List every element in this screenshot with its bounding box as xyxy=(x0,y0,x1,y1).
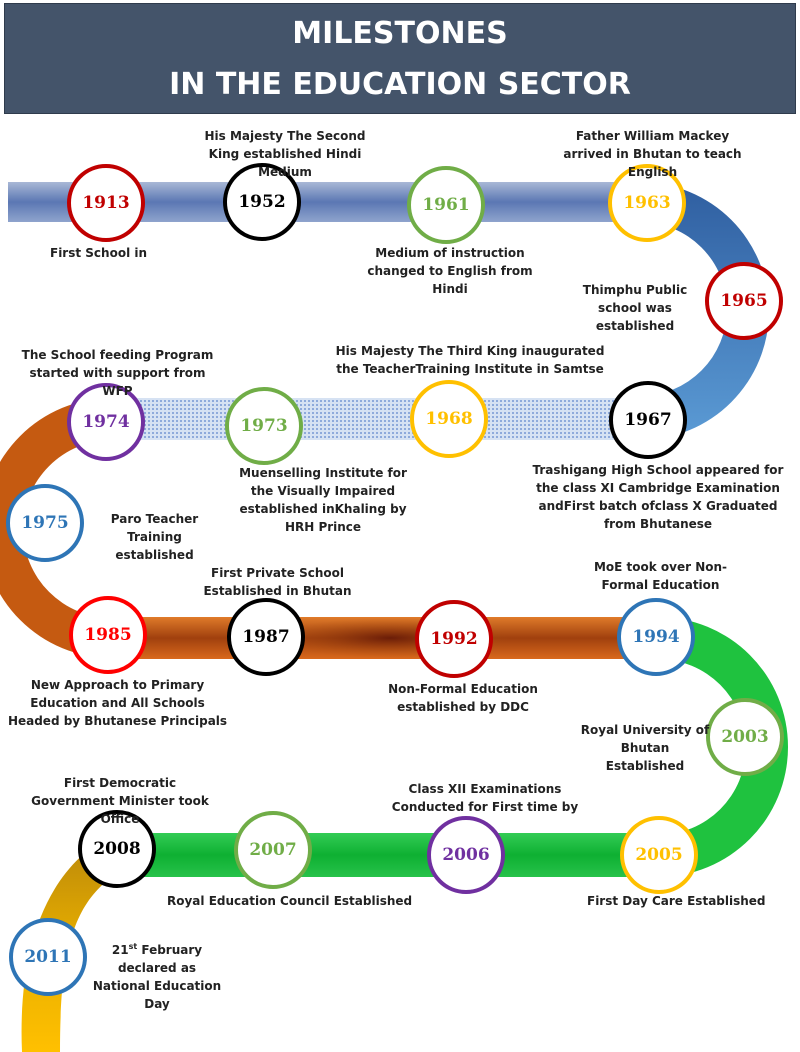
milestone-2008-circle: 2008 xyxy=(78,810,156,888)
milestone-1913-year: 1913 xyxy=(82,193,130,213)
milestone-1985-label: New Approach to Primary Education and Al… xyxy=(7,678,228,728)
milestone-1975-circle: 1975 xyxy=(6,484,84,562)
milestone-1967-year: 1967 xyxy=(624,410,672,430)
milestone-2006-label: Class XII Examinations Conducted for Fir… xyxy=(391,782,579,814)
title-line-2: IN THE EDUCATION SECTOR xyxy=(169,67,631,102)
milestone-1952-label: His Majesty The Second King established … xyxy=(204,129,366,179)
milestone-1967-label: Trashigang High School appeared for the … xyxy=(532,463,784,531)
milestone-1961-year: 1961 xyxy=(422,195,470,215)
milestone-2011-rest: February xyxy=(137,943,203,957)
milestone-1987-label: First Private School Established in Bhut… xyxy=(203,566,352,598)
milestone-1992-circle: 1992 xyxy=(415,600,493,678)
milestone-2006-circle: 2006 xyxy=(427,816,505,894)
milestone-1963-circle: 1963 xyxy=(608,164,686,242)
milestone-1987-circle: 1987 xyxy=(227,598,305,676)
milestone-1965-year: 1965 xyxy=(720,291,768,311)
milestone-1963-label: Father William Mackey arrived in Bhutan … xyxy=(563,129,742,179)
milestone-2008-year: 2008 xyxy=(93,839,141,859)
milestone-2006-year: 2006 xyxy=(442,845,490,865)
milestone-1965-circle: 1965 xyxy=(705,262,783,340)
milestone-1987-year: 1987 xyxy=(242,627,290,647)
milestone-2008-label: First Democratic Government Minister too… xyxy=(31,776,209,826)
milestone-2003-year: 2003 xyxy=(721,727,769,747)
title-line-1: MILESTONES xyxy=(292,16,508,51)
milestone-2011-label: 21st February declared as National Educat… xyxy=(92,941,222,1013)
milestone-1974-label: The School feeding Program started with … xyxy=(21,348,214,398)
milestone-1994-label: MoE took over Non-Formal Education xyxy=(593,560,728,592)
milestone-1973-year: 1973 xyxy=(240,416,288,436)
milestone-2011-label-tail: declared as National Education Day xyxy=(92,961,222,1011)
milestone-1974-year: 1974 xyxy=(82,412,130,432)
milestone-1963-year: 1963 xyxy=(623,193,671,213)
milestone-1968-label: His Majesty The Third King inaugurated t… xyxy=(335,344,605,376)
milestone-1994-circle: 1994 xyxy=(617,598,695,676)
title-banner: MILESTONES IN THE EDUCATION SECTOR xyxy=(4,3,796,114)
milestone-1968-year: 1968 xyxy=(425,409,473,429)
milestone-1975-label: Paro Teacher Training established xyxy=(110,512,199,562)
milestone-1994-year: 1994 xyxy=(632,627,680,647)
milestone-1967-circle: 1967 xyxy=(609,381,687,459)
milestone-1952-circle: 1952 xyxy=(223,163,301,241)
milestone-2005-label: First Day Care Established xyxy=(587,894,766,908)
milestone-1965-label: Thimphu Public school was established xyxy=(582,283,688,333)
milestone-2005-circle: 2005 xyxy=(620,816,698,894)
milestone-1968-circle: 1968 xyxy=(410,380,488,458)
milestone-2011-year: 2011 xyxy=(24,947,72,967)
milestone-1973-circle: 1973 xyxy=(225,387,303,465)
milestone-1975-year: 1975 xyxy=(21,513,69,533)
milestone-1973-label: Muenselling Institute for the Visually I… xyxy=(239,466,407,534)
milestone-2011-day: 21 xyxy=(111,943,129,957)
milestone-1992-year: 1992 xyxy=(430,629,478,649)
milestone-1961-label: Medium of instruction changed to English… xyxy=(367,246,533,296)
milestone-2011-suffix: st xyxy=(128,942,138,951)
milestone-1913-label: First School in xyxy=(50,246,148,260)
milestone-1952-year: 1952 xyxy=(238,192,286,212)
milestone-1974-circle: 1974 xyxy=(67,383,145,461)
milestone-2011-circle: 2011 xyxy=(9,918,87,996)
milestone-2005-year: 2005 xyxy=(635,845,683,865)
milestone-1985-year: 1985 xyxy=(84,625,132,645)
milestone-2007-label: Royal Education Council Established xyxy=(167,894,413,908)
milestone-1913-circle: 1913 xyxy=(67,164,145,242)
milestone-2003-label: Royal University of Bhutan Established xyxy=(580,723,710,773)
milestone-1961-circle: 1961 xyxy=(407,166,485,244)
milestone-2007-year: 2007 xyxy=(249,840,297,860)
milestone-1992-label: Non-Formal Education established by DDC xyxy=(388,682,538,714)
milestone-1985-circle: 1985 xyxy=(69,596,147,674)
milestone-2003-circle: 2003 xyxy=(706,698,784,776)
milestone-2007-circle: 2007 xyxy=(234,811,312,889)
